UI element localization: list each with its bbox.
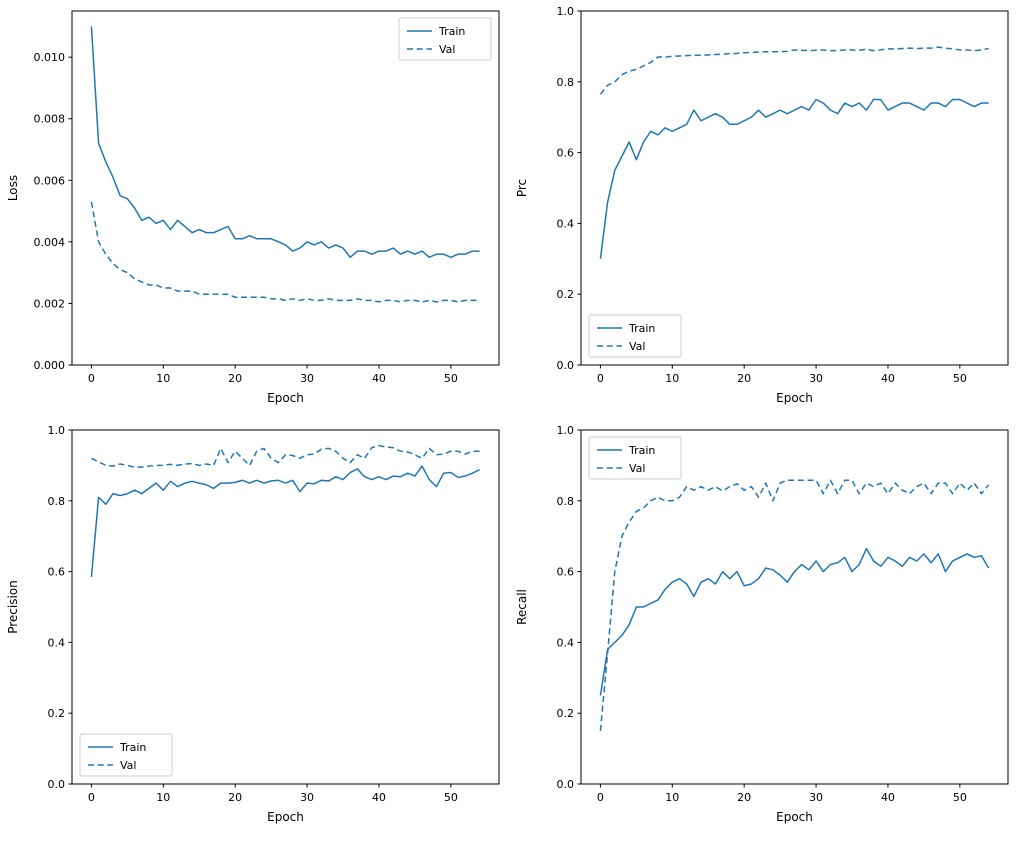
plot-border xyxy=(71,429,500,785)
x-tick-label: 10 xyxy=(665,791,679,804)
x-tick-label: 20 xyxy=(737,791,751,804)
legend-label-train: Train xyxy=(628,322,655,335)
train-line xyxy=(90,465,480,577)
val-line xyxy=(599,46,989,95)
x-tick-label: 30 xyxy=(300,372,314,385)
y-tick-label: 0.010 xyxy=(34,51,66,64)
x-tick-label: 0 xyxy=(88,791,95,804)
subplot-precision: 0 10 20 30 40 50 0.0 0.2 0.4 0.6 0.8 1.0 Epoch Precis… xyxy=(0,419,509,838)
prc-chart: 0 10 20 30 40 50 0.0 0.2 0.4 0.6 0.8 1.0 Epoch Prc Tra… xyxy=(515,5,1009,405)
x-tick-label: 20 xyxy=(737,372,751,385)
y-tick-label: 0.2 xyxy=(557,707,575,720)
y-tick-label: 0.0 xyxy=(557,359,575,372)
y-tick-label: 0.8 xyxy=(557,76,575,89)
legend-label-val: Val xyxy=(439,43,455,56)
legend-label-train: Train xyxy=(438,25,465,38)
y-tick-label: 0.006 xyxy=(34,174,66,187)
y-tick-label: 1.0 xyxy=(48,424,66,437)
y-tick-label: 0.4 xyxy=(557,217,575,230)
y-axis-label: Recall xyxy=(515,589,529,625)
x-tick-label: 10 xyxy=(156,372,170,385)
plot-border xyxy=(580,10,1009,366)
x-tick-label: 0 xyxy=(88,372,95,385)
x-tick-label: 0 xyxy=(597,791,604,804)
x-tick-label: 40 xyxy=(372,791,386,804)
y-tick-label: 0.4 xyxy=(557,636,575,649)
x-tick-label: 20 xyxy=(228,791,242,804)
y-axis-label: Prc xyxy=(515,179,529,197)
plot-border xyxy=(71,10,500,366)
train-line xyxy=(90,26,480,259)
y-tick-label: 0.8 xyxy=(557,495,575,508)
x-tick-label: 50 xyxy=(444,791,458,804)
y-tick-label: 0.2 xyxy=(48,707,66,720)
y-tick-label: 1.0 xyxy=(557,5,575,18)
y-axis-label: Precision xyxy=(6,580,20,634)
legend-label-val: Val xyxy=(120,759,136,772)
x-tick-label: 10 xyxy=(156,791,170,804)
y-tick-label: 0.000 xyxy=(34,359,66,372)
y-tick-label: 0.0 xyxy=(48,778,66,791)
x-axis-label: Epoch xyxy=(267,391,304,405)
y-tick-label: 0.002 xyxy=(34,297,66,310)
y-tick-label: 0.8 xyxy=(48,495,66,508)
val-line xyxy=(90,201,480,303)
precision-chart: 0 10 20 30 40 50 0.0 0.2 0.4 0.6 0.8 1.0 Epoch Precis… xyxy=(6,424,500,824)
x-tick-label: 40 xyxy=(881,791,895,804)
x-tick-label: 30 xyxy=(809,791,823,804)
x-axis-label: Epoch xyxy=(776,391,813,405)
x-tick-label: 50 xyxy=(444,372,458,385)
plot-border xyxy=(580,429,1009,785)
x-tick-label: 40 xyxy=(881,372,895,385)
y-tick-label: 0.004 xyxy=(34,236,66,249)
y-tick-label: 0.008 xyxy=(34,113,66,126)
subplot-loss: 0 10 20 30 40 50 0.000 0.002 0.004 0.006 0.008 0.01… xyxy=(0,0,509,419)
legend-label-train: Train xyxy=(119,741,146,754)
y-tick-label: 0.6 xyxy=(557,147,575,160)
x-tick-label: 30 xyxy=(809,372,823,385)
y-axis-label: Loss xyxy=(6,175,20,201)
legend-label-train: Train xyxy=(628,444,655,457)
x-tick-label: 20 xyxy=(228,372,242,385)
val-line xyxy=(91,444,480,468)
loss-chart: 0 10 20 30 40 50 0.000 0.002 0.004 0.006 0.008 0.01… xyxy=(6,10,500,405)
x-tick-label: 0 xyxy=(597,372,604,385)
x-tick-label: 30 xyxy=(300,791,314,804)
subplot-prc: 0 10 20 30 40 50 0.0 0.2 0.4 0.6 0.8 1.0 Epoch Prc Tra… xyxy=(509,0,1018,419)
x-axis-label: Epoch xyxy=(267,810,304,824)
subplot-recall: 0 10 20 30 40 50 0.0 0.2 0.4 0.6 0.8 1.0 Epoch Recall… xyxy=(509,419,1018,838)
y-tick-label: 0.6 xyxy=(48,566,66,579)
y-tick-label: 1.0 xyxy=(557,424,575,437)
train-line xyxy=(599,98,989,259)
recall-chart: 0 10 20 30 40 50 0.0 0.2 0.4 0.6 0.8 1.0 Epoch Recall… xyxy=(515,424,1009,824)
x-tick-label: 10 xyxy=(665,372,679,385)
x-tick-label: 50 xyxy=(953,372,967,385)
y-tick-label: 0.2 xyxy=(557,288,575,301)
x-axis-label: Epoch xyxy=(776,810,813,824)
y-tick-label: 0.6 xyxy=(557,566,575,579)
y-tick-label: 0.0 xyxy=(557,778,575,791)
y-tick-label: 0.4 xyxy=(48,636,66,649)
train-line xyxy=(599,547,990,696)
legend-label-val: Val xyxy=(629,462,645,475)
legend-label-val: Val xyxy=(629,340,645,353)
x-tick-label: 40 xyxy=(372,372,386,385)
x-tick-label: 50 xyxy=(953,791,967,804)
